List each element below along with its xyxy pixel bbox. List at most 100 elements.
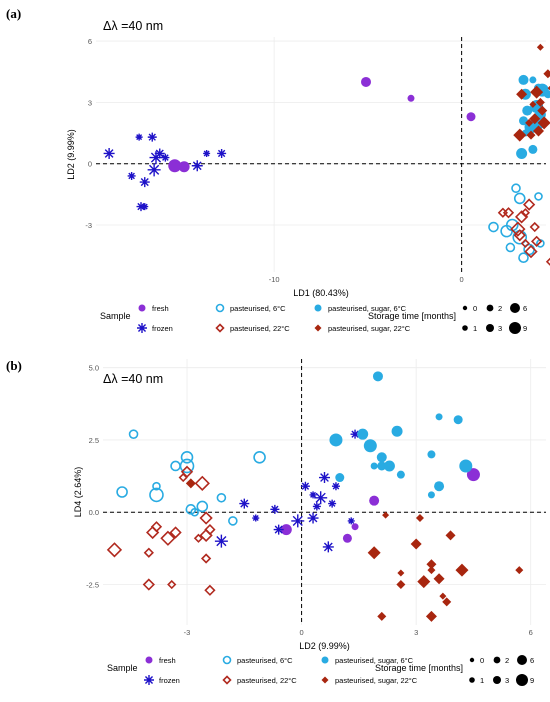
data-point <box>193 533 204 543</box>
data-point <box>161 153 170 162</box>
data-points <box>103 43 550 266</box>
data-point <box>214 534 228 548</box>
x-axis-label: LD2 (9.99%) <box>299 641 350 651</box>
data-point <box>466 112 476 122</box>
legend-marker <box>321 656 329 664</box>
data-point <box>391 425 403 437</box>
legend-marker <box>314 304 322 312</box>
panel-label-a: (a) <box>6 6 22 21</box>
data-point <box>518 252 529 263</box>
y-tick-label: 3 <box>88 98 92 107</box>
legend-label: frozen <box>159 676 180 685</box>
data-point <box>147 163 161 177</box>
y-tick-label: 2.5 <box>89 436 99 445</box>
data-point <box>427 491 435 499</box>
legend-size-marker <box>486 304 494 312</box>
data-point <box>516 88 528 100</box>
data-point <box>497 207 509 218</box>
y-axis-label: LD2 (9.99%) <box>66 129 76 180</box>
data-point <box>319 472 330 484</box>
data-point <box>143 547 154 558</box>
legend-title-sample: Sample <box>100 311 131 321</box>
data-point <box>204 584 216 596</box>
legend-size-marker <box>469 677 475 683</box>
legend-marker <box>215 303 225 313</box>
data-point <box>149 151 163 165</box>
data-point <box>442 597 452 607</box>
data-point <box>488 221 499 233</box>
data-point <box>139 177 150 188</box>
data-point <box>427 566 436 575</box>
data-point <box>435 413 443 421</box>
legend-marker <box>314 324 322 332</box>
data-point <box>350 429 360 439</box>
data-point <box>135 133 143 141</box>
data-point <box>537 105 548 116</box>
data-point <box>196 500 209 513</box>
data-point <box>376 452 387 463</box>
data-point <box>543 90 550 99</box>
data-point <box>169 526 182 539</box>
data-point <box>520 208 531 218</box>
data-point <box>529 76 537 84</box>
data-point <box>524 244 538 259</box>
legend-size-marker <box>493 676 501 684</box>
data-point <box>372 371 383 382</box>
legend-marker <box>215 323 225 333</box>
data-point <box>149 487 164 503</box>
data-point <box>167 579 177 590</box>
data-point <box>300 481 310 491</box>
x-tick-label: -3 <box>184 628 191 637</box>
data-point <box>534 192 543 201</box>
legend-label: pasteurised, 6°C <box>230 304 286 313</box>
data-point <box>191 160 203 172</box>
plot-title-b: Δλ =40 nm <box>103 372 164 386</box>
data-point <box>178 161 190 173</box>
data-point <box>328 499 337 508</box>
data-point <box>530 85 544 99</box>
data-point <box>369 495 380 506</box>
data-point <box>291 514 305 528</box>
data-point <box>127 171 136 180</box>
data-point <box>445 530 456 541</box>
y-tick-label: 0 <box>88 160 92 169</box>
data-point <box>253 451 266 464</box>
legend-title-sample: Sample <box>107 663 138 673</box>
data-point <box>335 473 345 483</box>
data-point <box>347 517 355 525</box>
legend-size-marker <box>486 324 494 332</box>
data-point <box>520 238 531 249</box>
legend-size-label: 0 <box>473 304 477 313</box>
legend-marker <box>222 655 232 665</box>
y-tick-label: -2.5 <box>86 581 99 590</box>
data-point <box>537 116 550 130</box>
data-point <box>170 460 181 472</box>
data-point <box>433 573 445 585</box>
x-tick-label: 0 <box>460 275 464 284</box>
data-point <box>383 460 395 472</box>
data-point <box>377 611 387 621</box>
data-point <box>194 475 210 491</box>
data-point <box>528 144 538 154</box>
legend-size-label: 9 <box>523 324 527 333</box>
legend-size-marker <box>517 655 527 665</box>
data-point <box>377 461 387 471</box>
data-point <box>342 533 352 543</box>
data-point <box>396 580 406 590</box>
data-point <box>361 76 371 87</box>
data-point <box>199 511 213 525</box>
legend-marker <box>145 656 153 664</box>
data-point <box>363 439 377 453</box>
x-tick-label: 3 <box>414 628 418 637</box>
data-point <box>529 113 541 125</box>
data-point <box>367 546 381 560</box>
data-point <box>357 428 369 440</box>
legend-size-marker <box>516 674 528 686</box>
y-tick-label: 0.0 <box>89 508 99 517</box>
data-point <box>502 207 515 219</box>
data-point <box>147 132 157 142</box>
plot-title-a: Δλ =40 nm <box>103 19 164 33</box>
legend-title-size: Storage time [months] <box>368 311 456 321</box>
legend-label: pasteurised, sugar, 6°C <box>335 656 414 665</box>
legend-marker <box>144 675 154 685</box>
